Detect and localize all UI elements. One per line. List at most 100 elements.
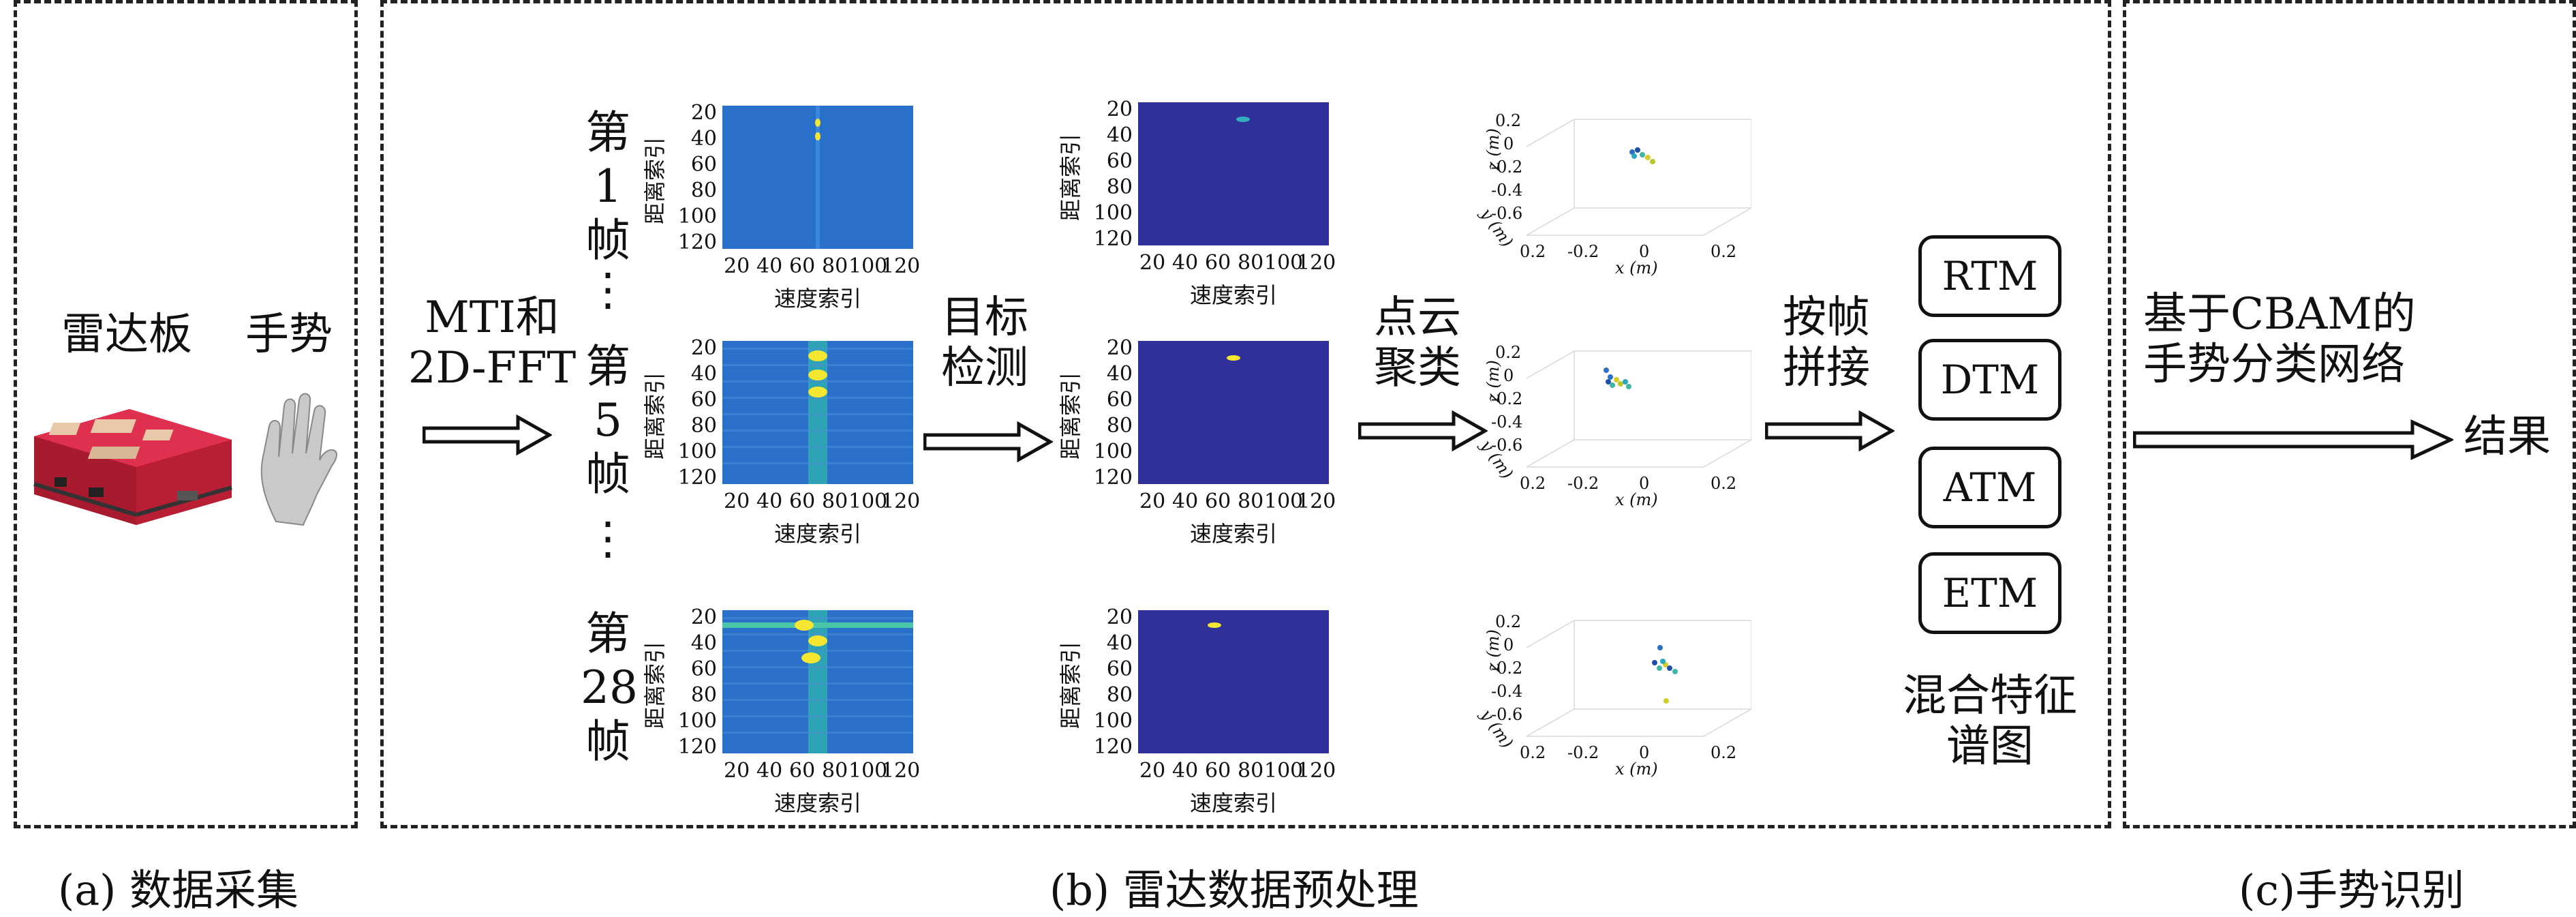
z-tick-label: 0 <box>1503 635 1514 655</box>
y-tick-label: 40 <box>1106 631 1133 655</box>
x-axis-label: x (m) <box>1615 490 1658 509</box>
x-tick-label: 120 <box>1297 759 1336 783</box>
x-tick-label: 80 <box>1238 251 1264 275</box>
cluster-step-label: 点云 聚类 <box>1356 292 1479 393</box>
y-tick-label: 80 <box>690 179 717 202</box>
x-tick-label: 0.2 <box>1711 474 1737 493</box>
x-tick-label: 40 <box>1172 490 1199 513</box>
cloud-point <box>1663 698 1669 704</box>
cloud-point <box>1667 665 1672 671</box>
y-tick-label: 100 <box>677 709 717 733</box>
x-tick-label: -0.2 <box>1567 242 1599 261</box>
cloud-point <box>1618 381 1623 387</box>
arrow-network <box>2133 419 2453 460</box>
radar-board-label: 雷达板 <box>61 310 192 360</box>
cloud-point <box>1604 367 1609 373</box>
x-axis-label: 速度索引 <box>774 790 862 816</box>
detected-map-frame-1: 20 40 60 80 100 120 20 40 60 80 100 120 速度索引 距离索引 <box>1058 97 1356 327</box>
y-tick-label: 0.2 <box>1520 242 1546 261</box>
y-tick-label: 120 <box>677 230 717 254</box>
cloud-point <box>1660 659 1666 664</box>
y-tick-label: 80 <box>690 414 717 438</box>
cloud-point <box>1640 152 1645 157</box>
y-tick-label: 60 <box>1106 657 1133 681</box>
features-caption: 混合特征 谱图 <box>1903 671 2077 772</box>
y-tick-label: 120 <box>1093 227 1133 251</box>
z-tick-label: -0.4 <box>1491 682 1523 701</box>
radar-board-image <box>27 382 235 528</box>
panel-a-box <box>14 0 358 828</box>
cloud-point <box>1645 155 1651 160</box>
cloud-point <box>1635 147 1640 153</box>
x-axis-label: 速度索引 <box>774 521 862 547</box>
x-tick-label: 100 <box>1264 759 1304 783</box>
y-tick-label: 120 <box>677 735 717 759</box>
cloud-point <box>1657 645 1663 650</box>
z-axis-label: z (m) <box>1483 629 1503 672</box>
panel-c-box <box>2123 0 2576 828</box>
x-tick-label: 0.2 <box>1711 242 1737 261</box>
cloud-point <box>1606 379 1611 385</box>
feature-atm-box: ATM <box>1918 447 2061 528</box>
y-tick-label: 100 <box>677 205 717 228</box>
x-tick-label: 40 <box>1172 251 1199 275</box>
z-tick-label: -0.4 <box>1491 412 1523 432</box>
x-tick-label: 80 <box>822 490 848 513</box>
y-tick-label: 0.2 <box>1520 474 1546 493</box>
arrow-detect <box>923 421 1053 462</box>
x-tick-label: 120 <box>881 490 921 513</box>
x-tick-label: 100 <box>1264 251 1304 275</box>
cloud-point <box>1629 149 1635 155</box>
y-tick-label: 20 <box>1106 605 1133 629</box>
y-tick-label: 20 <box>1106 97 1133 121</box>
y-tick-label: 100 <box>1093 709 1133 733</box>
y-tick-label: 40 <box>1106 362 1133 386</box>
mti-line2: 2D-FFT <box>408 342 577 393</box>
caption-c: (c)手势识别 <box>2239 865 2465 915</box>
x-tick-label: 80 <box>822 254 848 278</box>
z-tick-label: -0.2 <box>1491 659 1523 678</box>
x-tick-label: 60 <box>1205 490 1231 513</box>
y-axis-label: 距离索引 <box>1058 372 1084 460</box>
rd-map-frame-1: 20 40 60 80 100 120 20 40 60 80 100 120 速度索引 距离索引 <box>642 101 940 331</box>
result-label: 结果 <box>2464 412 2551 462</box>
network-line2: 手势分类网络 <box>2143 339 2405 390</box>
x-tick-label: 80 <box>822 759 848 783</box>
y-tick-label: 40 <box>1106 123 1133 147</box>
x-tick-label: 80 <box>1238 490 1264 513</box>
detection-image <box>1138 102 1329 245</box>
x-tick-label: 0 <box>1639 474 1650 493</box>
cloud-point <box>1614 377 1619 382</box>
x-tick-label: 20 <box>724 490 750 513</box>
x-tick-label: 40 <box>1172 759 1199 783</box>
z-axis-label: z (m) <box>1483 128 1503 170</box>
x-axis-label: 速度索引 <box>1190 790 1278 816</box>
y-tick-label: 20 <box>1106 336 1133 360</box>
x-tick-label: 0.2 <box>1711 743 1737 762</box>
frame-28-label: 第 28 帧 <box>581 607 638 768</box>
z-tick-label: -0.6 <box>1491 436 1523 455</box>
arrow-cluster <box>1358 410 1488 451</box>
x-tick-label: 0 <box>1639 242 1650 261</box>
z-tick-label: 0.2 <box>1495 612 1522 631</box>
z-tick-label: -0.2 <box>1491 157 1523 177</box>
x-tick-label: 60 <box>789 490 816 513</box>
mti-line1: MTI和 <box>425 292 559 343</box>
x-tick-label: 60 <box>789 254 816 278</box>
x-tick-label: 20 <box>1139 759 1166 783</box>
x-axis-label: 速度索引 <box>1190 282 1278 308</box>
x-tick-label: 60 <box>789 759 816 783</box>
detect-line1: 目标 <box>941 292 1028 343</box>
y-tick-label: 20 <box>690 101 717 125</box>
feature-rtm-box: RTM <box>1918 235 2061 317</box>
y-tick-label: 0.2 <box>1520 743 1546 762</box>
cloud-point <box>1652 660 1657 665</box>
gesture-label: 手势 <box>245 310 333 360</box>
detection-image <box>1138 610 1329 753</box>
ellipsis-2: ⋮ <box>585 512 630 565</box>
y-axis-label: 距离索引 <box>642 372 669 460</box>
detected-map-frame-2: 20 40 60 80 100 120 20 40 60 80 100 120 速度索引 距离索引 <box>1058 336 1356 566</box>
x-tick-label: 100 <box>1264 490 1304 513</box>
z-tick-label: 0.2 <box>1495 111 1522 130</box>
